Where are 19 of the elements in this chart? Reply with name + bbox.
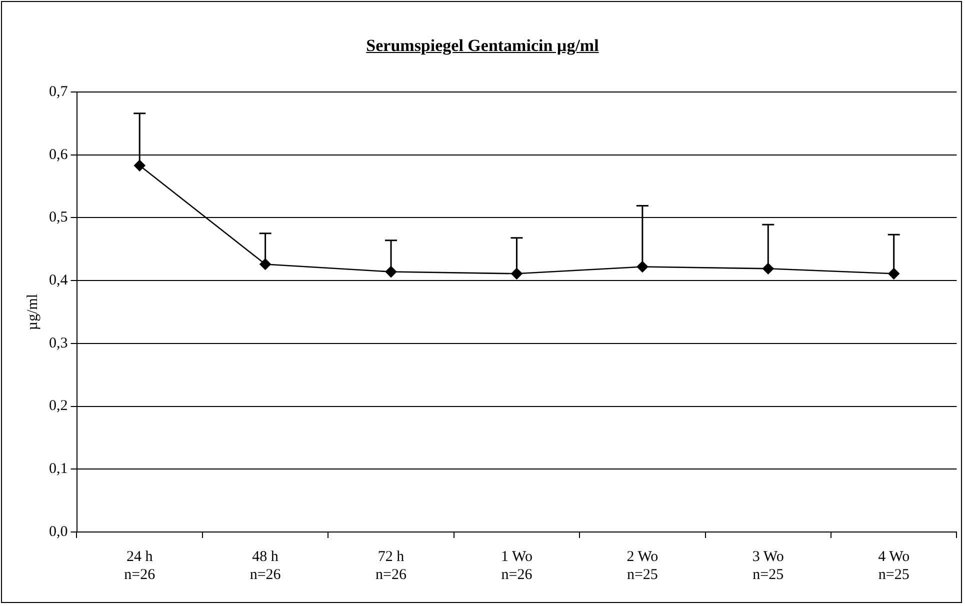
y-tick-label: 0,2	[49, 398, 68, 414]
y-tick-label: 0,1	[49, 461, 68, 478]
y-axis-title: µg/ml	[24, 294, 41, 330]
y-tick-label: 0,4	[49, 272, 68, 289]
y-tick-label: 0,0	[49, 524, 68, 540]
y-tick-label: 0,7	[49, 84, 68, 100]
chart-title: Serumspiegel Gentamicin µg/ml	[365, 36, 600, 56]
x-tick-label: 48 h n=26	[250, 548, 282, 583]
x-tick-label: 24 h n=26	[124, 548, 156, 583]
x-tick-label: 2 Wo n=25	[626, 548, 658, 583]
x-tick-label: 3 Wo n=25	[752, 548, 784, 583]
y-tick-label: 0,6	[49, 146, 68, 163]
x-tick-label: 4 Wo n=25	[878, 548, 910, 583]
point	[385, 266, 397, 278]
point	[636, 261, 648, 272]
y-tick-label: 0,3	[49, 335, 68, 352]
x-tick-label: 72 h n=26	[376, 548, 407, 583]
y-tick-label: 0,5	[49, 210, 68, 226]
x-tick-label: 1 Wo n=26	[501, 548, 533, 583]
